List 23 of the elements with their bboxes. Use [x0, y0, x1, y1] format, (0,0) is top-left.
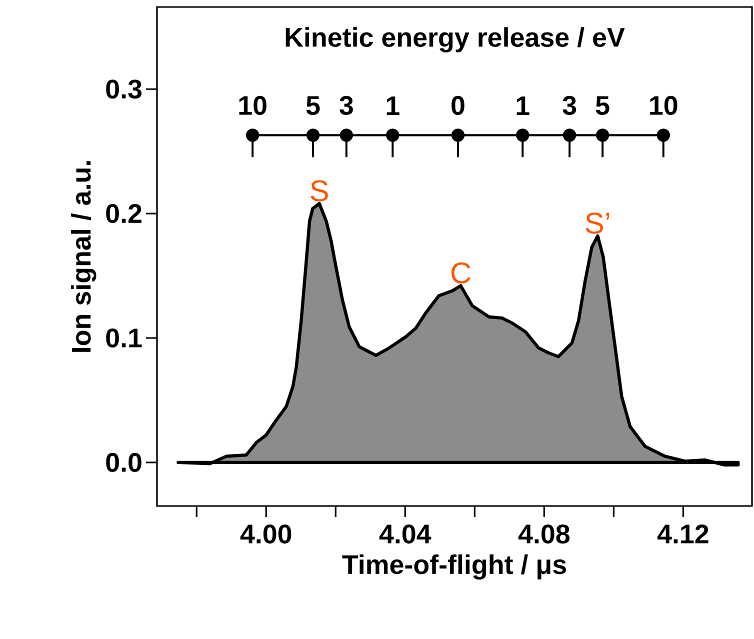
annotation: Kinetic energy release / eV	[286, 27, 625, 52]
annotation: 1	[386, 96, 400, 115]
annotation: 0	[452, 96, 464, 115]
annotation: 5	[596, 96, 610, 115]
annotation: S	[310, 180, 328, 202]
x-tick-label: 4.08	[518, 524, 570, 544]
x-tick-label: 4.12	[657, 524, 708, 544]
y-axis-title: Ion signal / a.u.	[71, 161, 96, 352]
annotation: 10	[650, 96, 678, 115]
annotation: S’	[586, 212, 610, 234]
x-tick-label: 4.04	[379, 524, 432, 544]
y-tick-label: 0.1	[106, 328, 142, 348]
y-tick-label: 0.2	[106, 204, 142, 224]
y-tick-label: 0.0	[106, 452, 142, 472]
annotation: 10	[239, 96, 266, 115]
y-tick-label: 0.3	[106, 80, 142, 99]
x-tick-label: 4.00	[240, 524, 292, 544]
x-axis-title: Time-of-flight / μs	[342, 554, 566, 580]
annotation: 5	[306, 96, 320, 115]
annotation: 3	[340, 96, 353, 115]
annotation: 3	[562, 96, 576, 115]
annotation: C	[451, 262, 470, 284]
annotation: 1	[516, 96, 530, 115]
